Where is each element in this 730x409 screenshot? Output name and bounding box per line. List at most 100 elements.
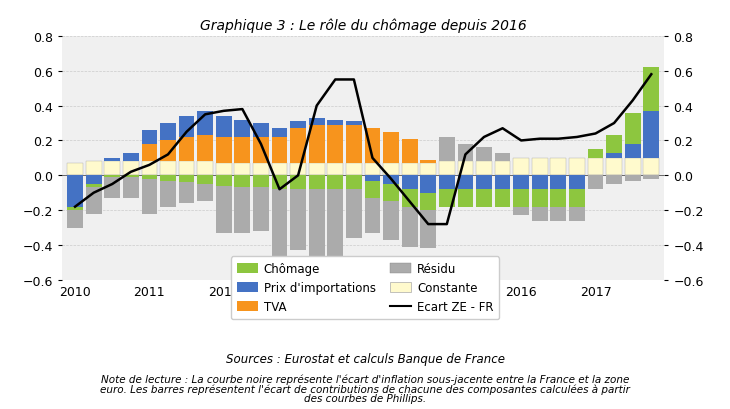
Bar	[383, 176, 399, 184]
Bar	[123, 178, 139, 198]
Bar	[327, 176, 343, 190]
Bar	[327, 120, 343, 126]
Bar	[234, 120, 250, 138]
Bar	[550, 159, 566, 176]
Bar	[346, 190, 362, 238]
Bar	[234, 188, 250, 233]
Bar	[309, 126, 325, 164]
Bar	[569, 176, 585, 190]
Bar	[179, 162, 194, 176]
Bar	[569, 159, 585, 176]
Bar	[104, 176, 120, 178]
Bar	[606, 176, 622, 184]
Bar	[179, 117, 194, 138]
Bar	[253, 188, 269, 231]
Bar	[197, 112, 213, 136]
Bar	[495, 153, 510, 162]
Bar	[420, 164, 436, 176]
Bar	[291, 122, 306, 129]
Bar	[327, 190, 343, 265]
Bar	[179, 183, 194, 204]
Bar	[291, 164, 306, 176]
Bar	[532, 190, 548, 207]
Bar	[495, 176, 510, 190]
Bar	[123, 162, 139, 176]
Bar	[272, 138, 288, 164]
Bar	[253, 124, 269, 138]
Bar	[234, 176, 250, 188]
Bar	[309, 164, 325, 176]
Bar	[588, 150, 604, 159]
Bar	[643, 112, 659, 159]
Title: Graphique 3 : Le rôle du chômage depuis 2016: Graphique 3 : Le rôle du chômage depuis …	[200, 18, 526, 33]
Bar	[458, 190, 473, 207]
Bar	[439, 138, 455, 162]
Bar	[104, 162, 120, 176]
Bar	[253, 176, 269, 188]
Bar	[550, 190, 566, 207]
Bar	[513, 190, 529, 207]
Bar	[142, 145, 157, 162]
Bar	[476, 162, 492, 176]
Bar	[588, 176, 604, 190]
Bar	[85, 188, 101, 214]
Bar	[532, 159, 548, 176]
Bar	[67, 164, 83, 176]
Bar	[104, 178, 120, 198]
Bar	[67, 207, 83, 211]
Bar	[513, 176, 529, 190]
Bar	[532, 176, 548, 190]
Bar	[160, 124, 176, 141]
Bar	[420, 176, 436, 193]
Bar	[588, 159, 604, 176]
Bar	[234, 164, 250, 176]
Bar	[160, 181, 176, 207]
Bar	[643, 176, 659, 179]
Bar	[346, 126, 362, 164]
Bar	[142, 176, 157, 179]
Bar	[569, 207, 585, 221]
Bar	[402, 190, 418, 207]
Legend: Chômage, Prix d'importations, TVA, Résidu, Constante, Ecart ZE - FR: Chômage, Prix d'importations, TVA, Résid…	[231, 257, 499, 319]
Bar	[495, 162, 510, 176]
Bar	[85, 184, 101, 188]
Bar	[606, 136, 622, 153]
Bar	[309, 176, 325, 190]
Bar	[142, 162, 157, 176]
Bar	[364, 164, 380, 176]
Bar	[458, 176, 473, 190]
Bar	[234, 138, 250, 164]
Bar	[346, 122, 362, 126]
Bar	[550, 207, 566, 221]
Bar	[402, 139, 418, 164]
Text: Sources : Eurostat et calculs Banque de France: Sources : Eurostat et calculs Banque de …	[226, 352, 504, 365]
Bar	[272, 164, 288, 176]
Bar	[364, 198, 380, 233]
Bar	[272, 129, 288, 138]
Bar	[439, 190, 455, 207]
Bar	[253, 164, 269, 176]
Bar	[402, 164, 418, 176]
Bar	[643, 159, 659, 176]
Bar	[272, 190, 288, 263]
Bar	[383, 133, 399, 164]
Bar	[420, 160, 436, 164]
Bar	[383, 202, 399, 240]
Bar	[291, 129, 306, 164]
Bar	[364, 129, 380, 164]
Bar	[216, 117, 231, 138]
Bar	[197, 136, 213, 162]
Bar	[197, 162, 213, 176]
Bar	[179, 176, 194, 183]
Bar	[197, 184, 213, 202]
Bar	[420, 211, 436, 249]
Bar	[383, 164, 399, 176]
Bar	[458, 162, 473, 176]
Bar	[160, 176, 176, 181]
Bar	[625, 113, 641, 145]
Bar	[364, 181, 380, 198]
Bar	[569, 190, 585, 207]
Bar	[625, 145, 641, 159]
Bar	[327, 164, 343, 176]
Bar	[309, 119, 325, 126]
